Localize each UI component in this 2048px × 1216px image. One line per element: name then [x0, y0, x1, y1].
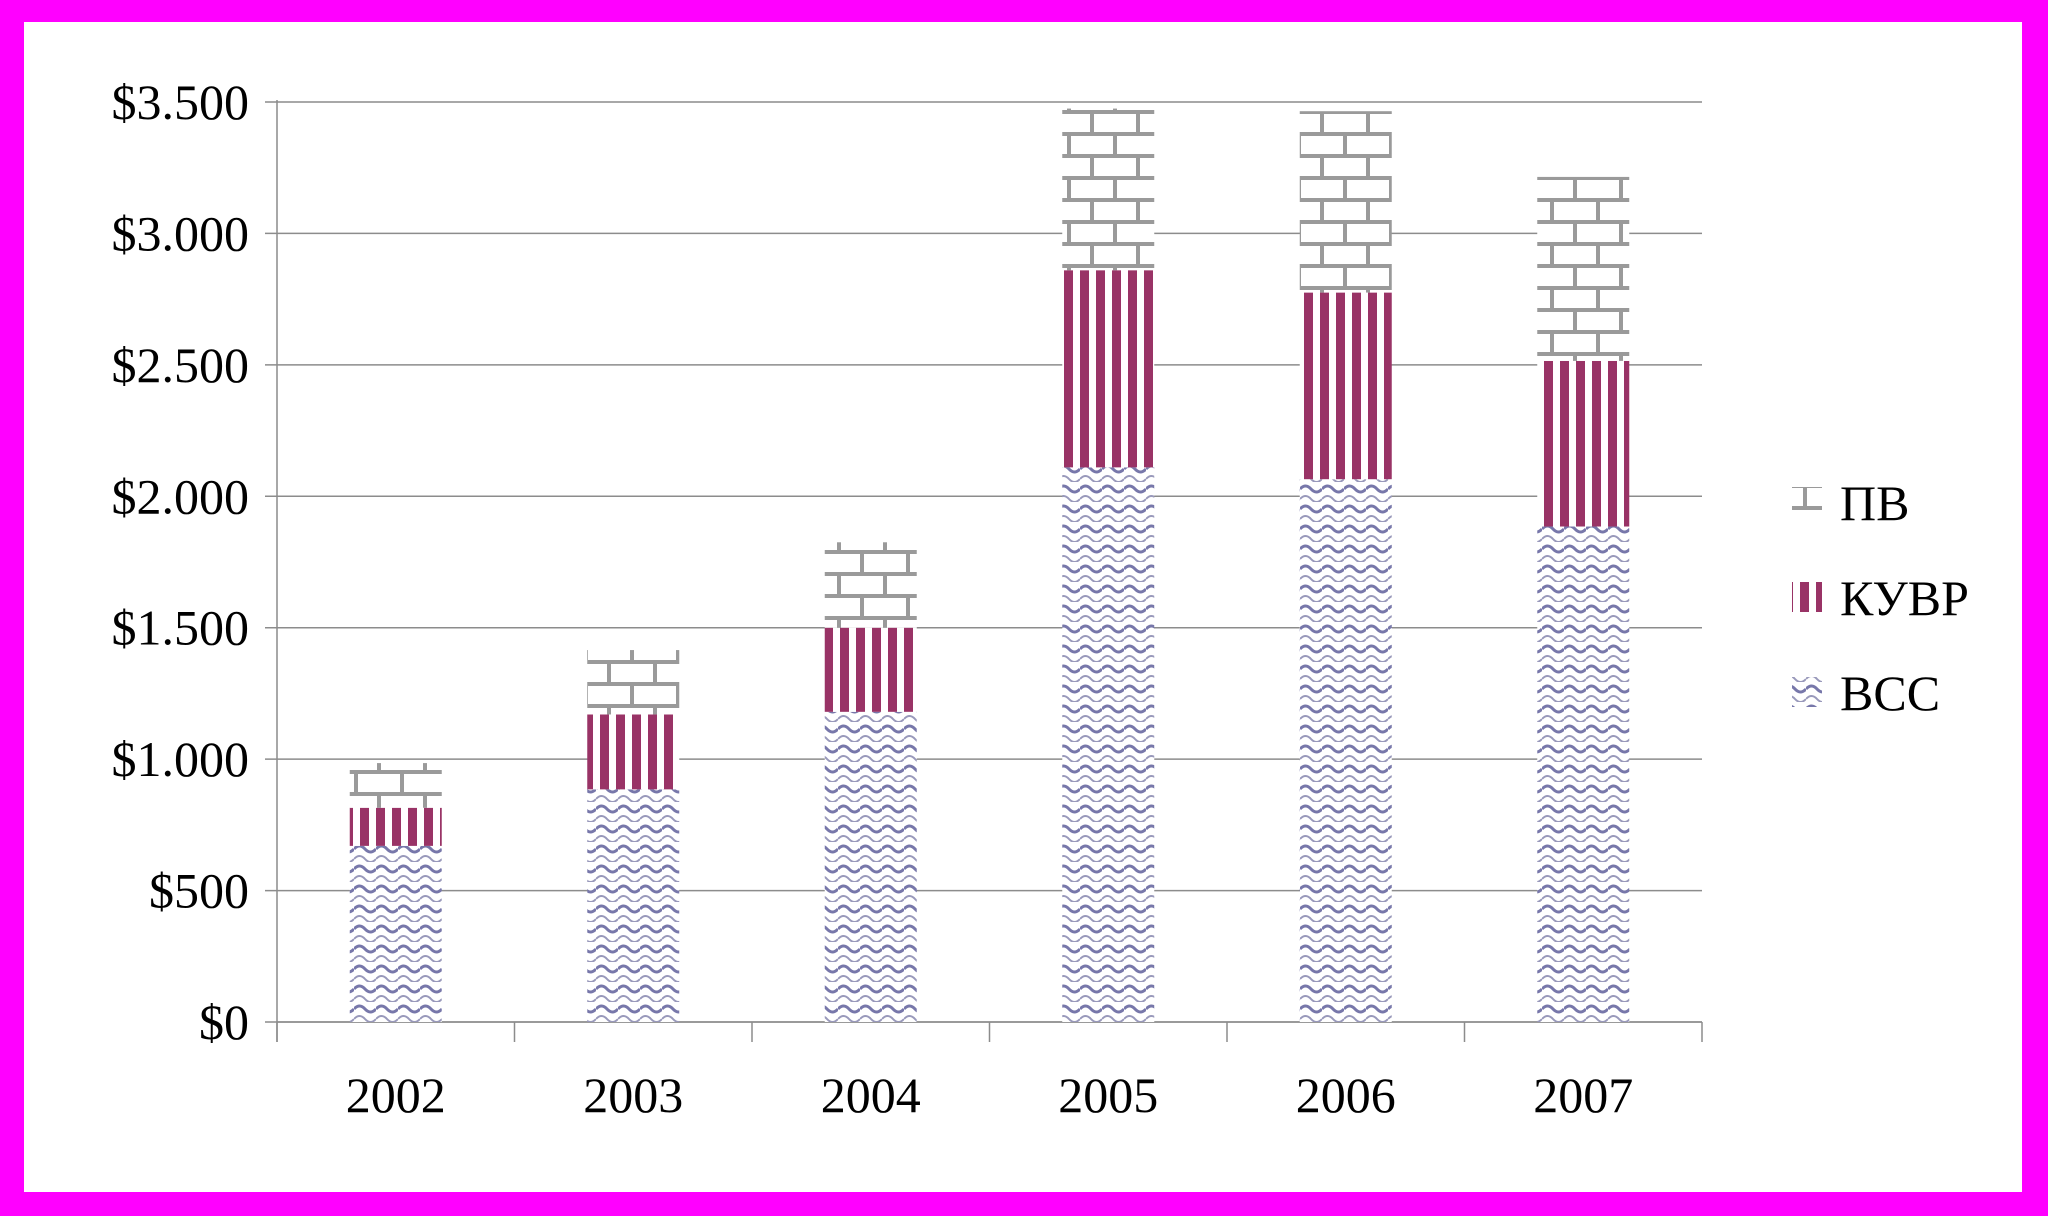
y-tick-label-0: $0: [199, 994, 249, 1050]
x-tick-label-2002: 2002: [346, 1067, 446, 1123]
bar-всс-2007: [1537, 526, 1630, 1022]
axes: [276, 100, 1703, 1042]
bar-пв-2002: [349, 763, 442, 808]
legend-swatch-пв: [1792, 487, 1822, 517]
bar-кувр-2007: [1537, 360, 1630, 527]
chart-frame: $0 $500 $1.000 $1.500 $2.000 $2.500 $3.000 $3.5…: [24, 22, 2022, 1192]
legend-label-пв: ПВ: [1840, 475, 1909, 531]
bar-кувр-2006: [1299, 292, 1392, 480]
x-tick-labels: 2002 2003 2004 2005 2006 2007: [346, 1067, 1634, 1123]
bar-всс-2006: [1299, 479, 1392, 1022]
bar-всс-2004: [824, 711, 917, 1022]
legend-label-кувр: КУВР: [1840, 570, 1969, 626]
stacked-bar-chart: $0 $500 $1.000 $1.500 $2.000 $2.500 $3.000 $3.5…: [112, 74, 1969, 1123]
x-tick-label-2004: 2004: [821, 1067, 921, 1123]
legend-label-всс: ВСС: [1840, 665, 1940, 721]
bar-кувр-2003: [587, 714, 680, 790]
bar-всс-2003: [587, 789, 680, 1022]
y-tick-labels: $0 $500 $1.000 $1.500 $2.000 $2.500 $3.000 $3.5…: [112, 74, 250, 1050]
y-tick-label-3: $1.500: [112, 600, 250, 656]
bars: [349, 108, 1630, 1022]
bar-пв-2003: [587, 650, 680, 715]
x-tick-label-2006: 2006: [1296, 1067, 1396, 1123]
y-tick-label-6: $3.000: [112, 205, 250, 261]
gridlines: [265, 101, 1702, 1023]
bar-пв-2006: [1299, 111, 1392, 293]
x-tick-label-2003: 2003: [583, 1067, 683, 1123]
y-tick-label-7: $3.500: [112, 74, 250, 130]
bar-всс-2002: [349, 845, 442, 1022]
bar-пв-2004: [824, 542, 917, 628]
x-tick-label-2005: 2005: [1058, 1067, 1158, 1123]
y-tick-label-4: $2.000: [112, 468, 250, 524]
bar-пв-2005: [1062, 108, 1155, 271]
bar-кувр-2002: [349, 807, 442, 846]
bar-кувр-2005: [1062, 270, 1155, 468]
bar-пв-2007: [1537, 176, 1630, 361]
y-tick-label-2: $1.000: [112, 731, 250, 787]
y-tick-label-5: $2.500: [112, 337, 250, 393]
bar-кувр-2004: [824, 627, 917, 712]
legend-swatch-всс: [1792, 677, 1822, 707]
y-tick-label-1: $500: [149, 863, 249, 919]
legend: ПВ КУВР ВСС: [1792, 475, 1969, 721]
x-tick-label-2007: 2007: [1533, 1067, 1633, 1123]
legend-swatch-кувр: [1792, 582, 1822, 612]
bar-всс-2005: [1062, 467, 1155, 1022]
